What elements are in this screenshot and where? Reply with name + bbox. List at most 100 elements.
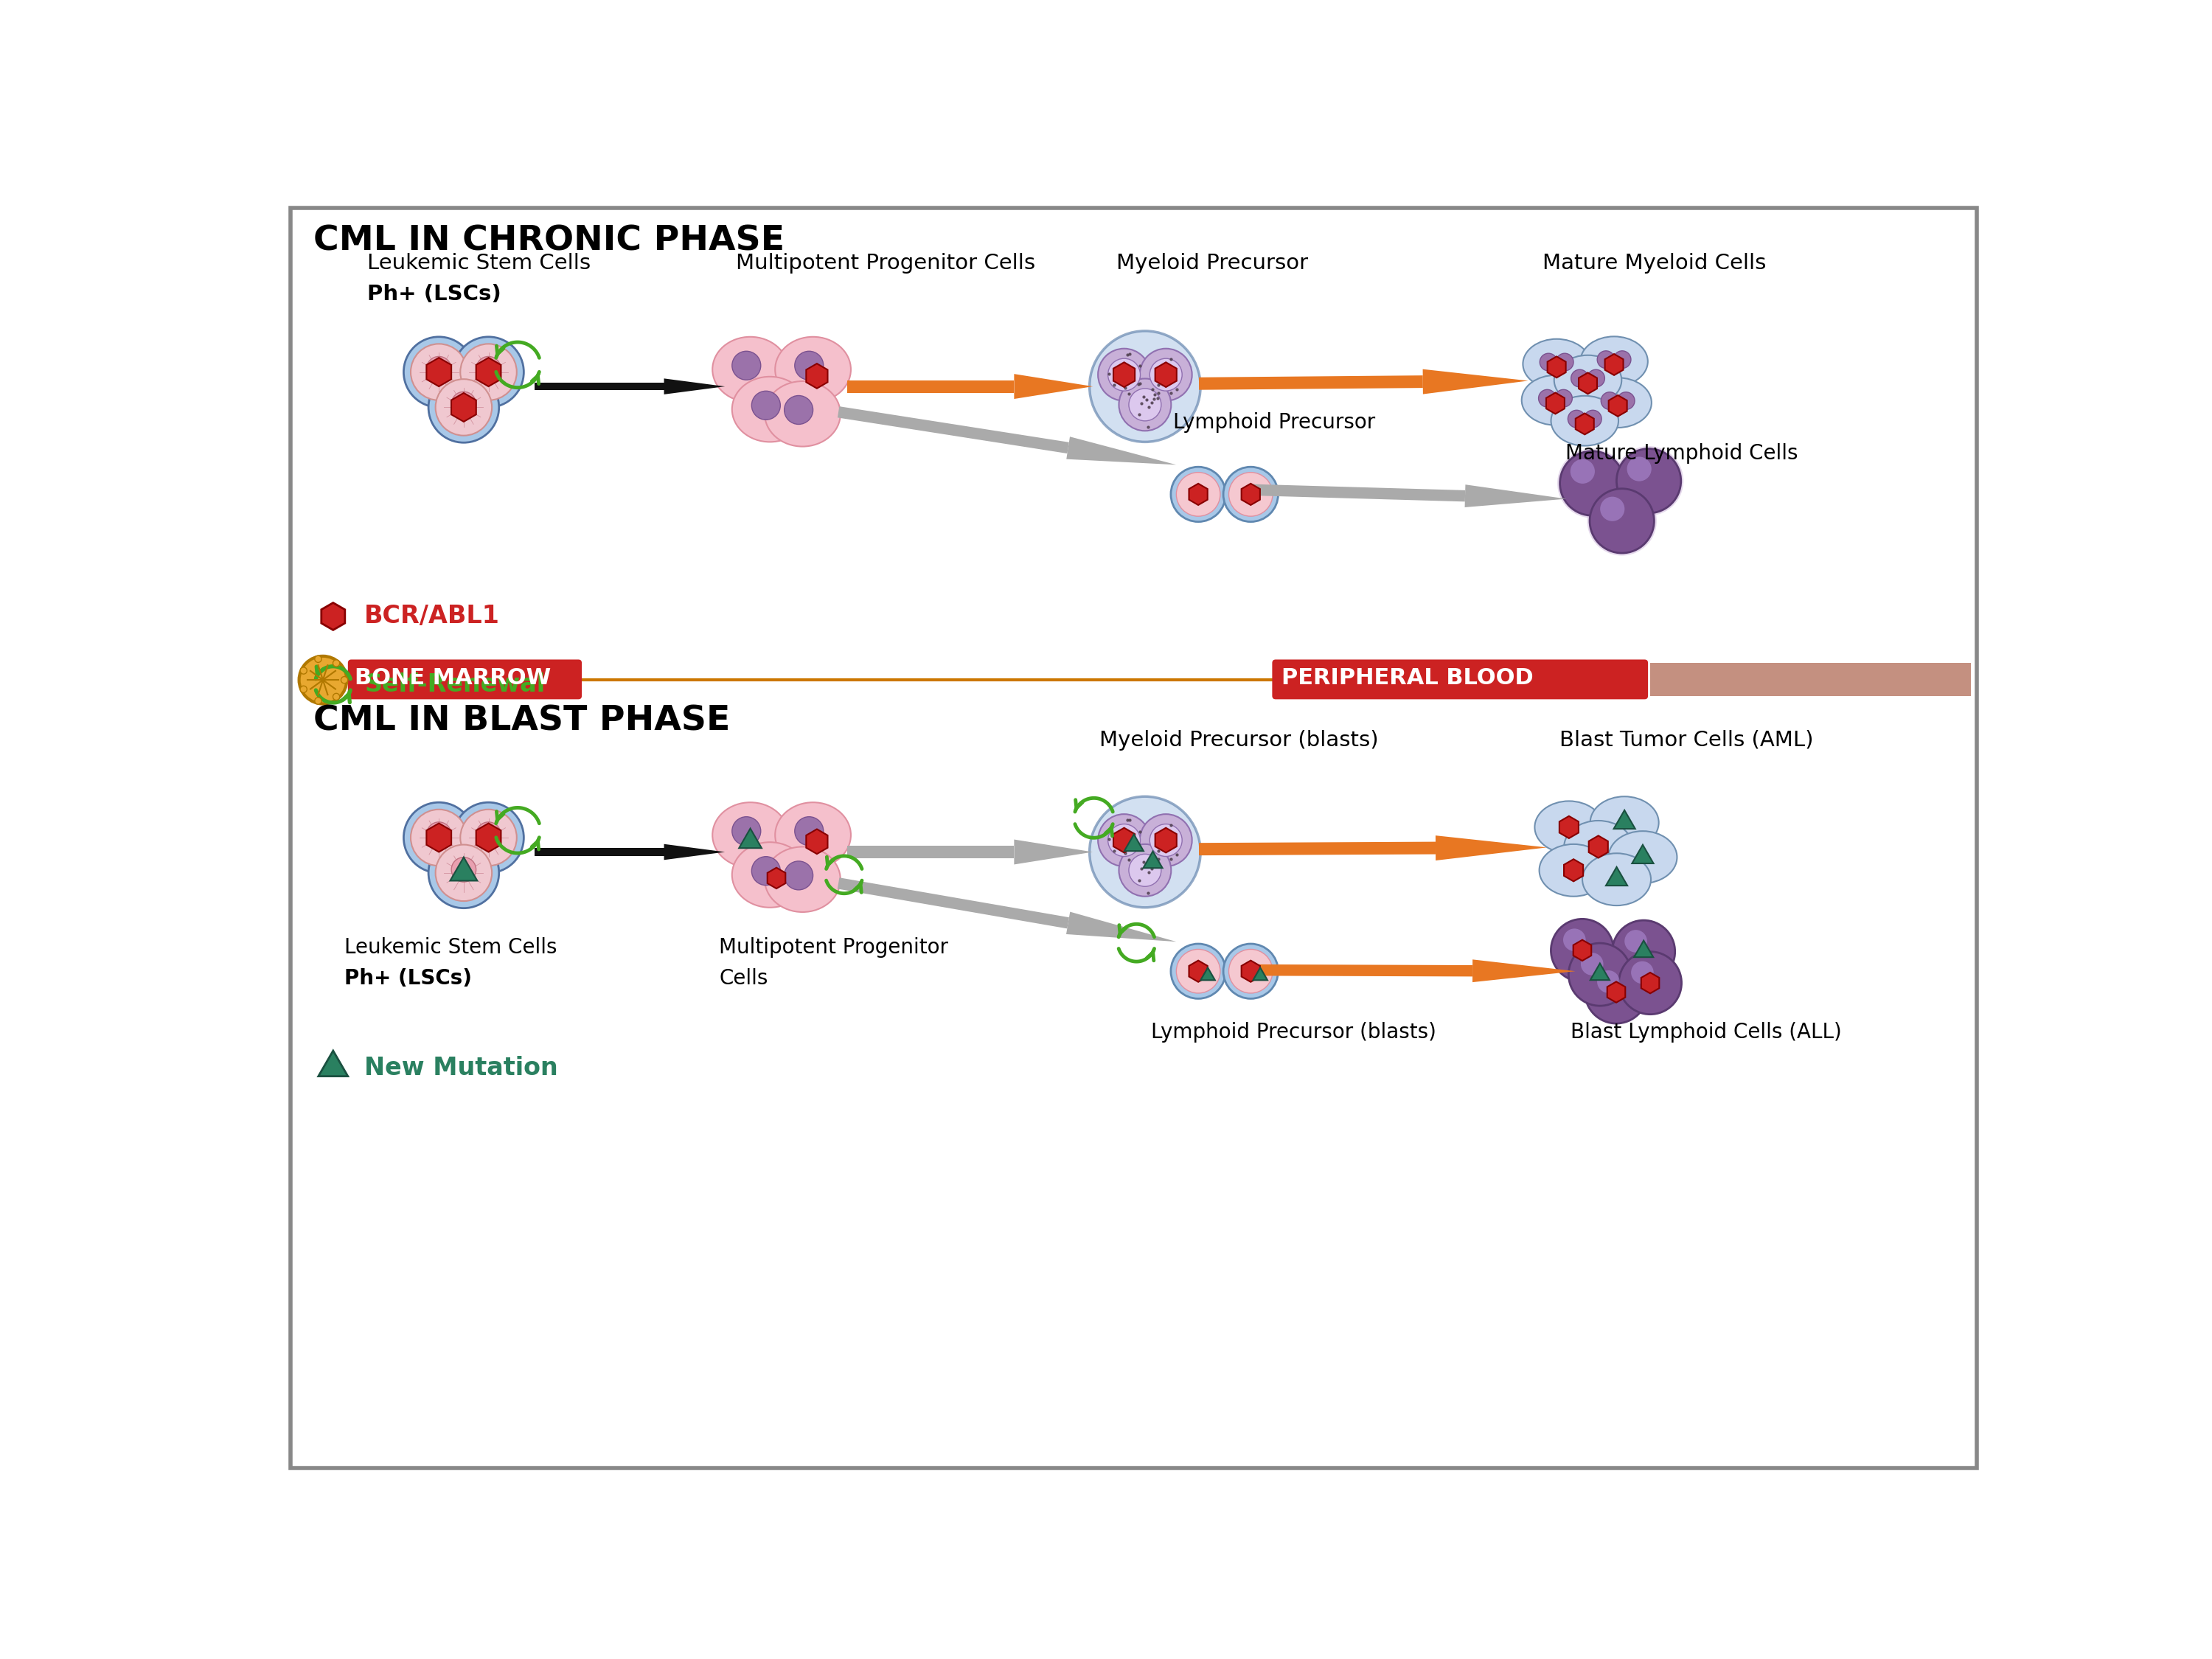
Circle shape — [429, 838, 500, 907]
Polygon shape — [847, 380, 1013, 393]
Circle shape — [1628, 456, 1652, 481]
Polygon shape — [847, 846, 1013, 858]
Text: BONE MARROW: BONE MARROW — [354, 667, 551, 688]
Text: Lymphoid Precursor (blasts): Lymphoid Precursor (blasts) — [1150, 1022, 1436, 1044]
Polygon shape — [1201, 967, 1214, 980]
Ellipse shape — [1551, 397, 1619, 446]
Polygon shape — [1579, 373, 1597, 393]
Circle shape — [1177, 949, 1221, 994]
Polygon shape — [768, 868, 785, 889]
Circle shape — [299, 655, 347, 703]
Circle shape — [1588, 486, 1657, 556]
Polygon shape — [1124, 834, 1144, 851]
Circle shape — [1097, 815, 1150, 866]
Circle shape — [1091, 796, 1201, 907]
Circle shape — [436, 844, 491, 901]
Circle shape — [785, 395, 814, 425]
Circle shape — [314, 655, 321, 662]
Circle shape — [1619, 952, 1681, 1014]
Circle shape — [1230, 949, 1272, 994]
Polygon shape — [1199, 375, 1422, 390]
Circle shape — [1223, 944, 1279, 999]
Polygon shape — [1473, 959, 1575, 982]
Circle shape — [1599, 496, 1624, 521]
Polygon shape — [1066, 436, 1177, 465]
FancyBboxPatch shape — [1272, 660, 1648, 698]
Ellipse shape — [1582, 853, 1650, 906]
Text: Mature Lymphoid Cells: Mature Lymphoid Cells — [1566, 443, 1798, 465]
Circle shape — [1551, 919, 1613, 982]
Text: Leukemic Stem Cells: Leukemic Stem Cells — [367, 254, 591, 274]
Polygon shape — [1254, 964, 1473, 977]
Polygon shape — [1190, 961, 1208, 982]
Ellipse shape — [1608, 831, 1677, 883]
Polygon shape — [535, 383, 664, 390]
Circle shape — [1540, 390, 1555, 406]
Polygon shape — [1241, 961, 1261, 982]
Circle shape — [1170, 466, 1225, 521]
Text: CML IN BLAST PHASE: CML IN BLAST PHASE — [314, 705, 730, 738]
Polygon shape — [1615, 810, 1635, 830]
Polygon shape — [838, 878, 1068, 929]
Circle shape — [732, 816, 761, 846]
Circle shape — [1177, 473, 1221, 516]
Circle shape — [1584, 961, 1648, 1024]
Polygon shape — [1155, 362, 1177, 387]
Text: Cells: Cells — [719, 969, 768, 989]
Ellipse shape — [1522, 338, 1590, 388]
Polygon shape — [427, 358, 451, 387]
Circle shape — [1128, 388, 1161, 421]
Text: Blast Tumor Cells (AML): Blast Tumor Cells (AML) — [1559, 730, 1814, 750]
Circle shape — [453, 337, 524, 408]
Circle shape — [301, 667, 307, 674]
Polygon shape — [805, 830, 827, 854]
Polygon shape — [1608, 395, 1628, 416]
Circle shape — [436, 380, 491, 436]
Polygon shape — [1606, 353, 1624, 375]
Polygon shape — [739, 828, 761, 848]
Polygon shape — [476, 823, 500, 853]
Polygon shape — [1573, 941, 1590, 961]
Text: Leukemic Stem Cells: Leukemic Stem Cells — [345, 937, 557, 957]
Text: Multipotent Progenitor Cells: Multipotent Progenitor Cells — [737, 254, 1035, 274]
Circle shape — [427, 357, 451, 382]
Polygon shape — [1013, 839, 1093, 864]
Circle shape — [1597, 350, 1615, 368]
Circle shape — [1617, 392, 1635, 410]
Ellipse shape — [765, 382, 841, 446]
Circle shape — [1128, 854, 1161, 886]
Ellipse shape — [732, 377, 807, 441]
Text: Mature Myeloid Cells: Mature Myeloid Cells — [1542, 254, 1765, 274]
Ellipse shape — [712, 803, 787, 868]
Circle shape — [794, 352, 823, 380]
Circle shape — [785, 861, 814, 889]
Circle shape — [1568, 410, 1586, 428]
Circle shape — [1571, 460, 1595, 484]
Polygon shape — [1113, 362, 1135, 387]
Text: PERIPHERAL BLOOD: PERIPHERAL BLOOD — [1281, 667, 1533, 688]
Polygon shape — [319, 1050, 347, 1077]
Circle shape — [732, 352, 761, 380]
Circle shape — [1597, 971, 1619, 994]
Circle shape — [1564, 929, 1586, 951]
Polygon shape — [1575, 413, 1595, 435]
Circle shape — [1559, 451, 1624, 516]
Polygon shape — [664, 844, 726, 859]
Ellipse shape — [774, 803, 852, 868]
Polygon shape — [1250, 484, 1464, 501]
Circle shape — [332, 660, 341, 667]
Circle shape — [411, 810, 467, 866]
Polygon shape — [838, 406, 1068, 453]
Polygon shape — [664, 378, 726, 395]
Ellipse shape — [1522, 375, 1588, 425]
Circle shape — [1588, 370, 1604, 387]
Circle shape — [332, 693, 341, 700]
Circle shape — [1601, 392, 1619, 410]
Circle shape — [451, 392, 476, 416]
Ellipse shape — [1540, 844, 1608, 896]
Polygon shape — [1113, 828, 1135, 853]
Circle shape — [1568, 942, 1630, 1005]
Polygon shape — [805, 363, 827, 388]
Circle shape — [314, 697, 321, 705]
Polygon shape — [1559, 816, 1579, 838]
